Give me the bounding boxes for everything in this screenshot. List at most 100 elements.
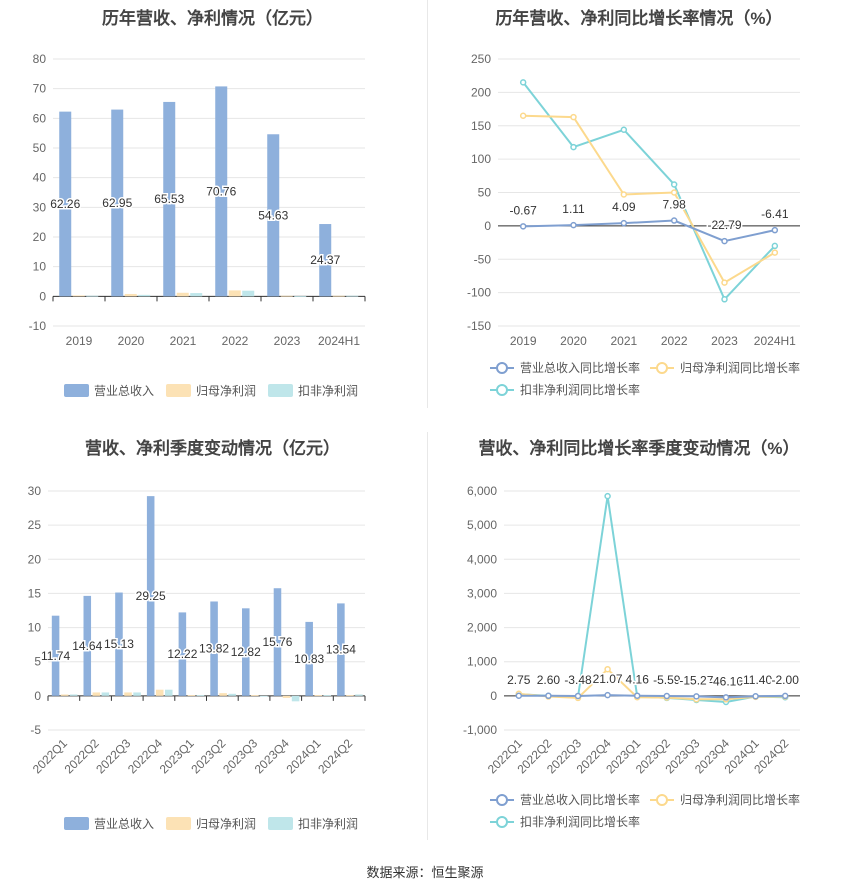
divider-top (427, 0, 428, 408)
data-point (519, 112, 527, 119)
legend-marker (496, 362, 508, 374)
annual-growth-panel: 历年营收、净利同比增长率情况（%） -150 -100 -50 0 50 100 150 20… (428, 0, 850, 420)
bar (282, 695, 291, 698)
bar (60, 694, 69, 696)
data-label: 4.09 (612, 200, 636, 214)
y-tick-label: 30 (33, 200, 47, 214)
data-label: 21.07 (593, 672, 623, 686)
y-tick-label: 15 (28, 586, 42, 600)
bar (124, 293, 137, 297)
data-point (721, 237, 728, 245)
y-tick-label: 2,000 (467, 621, 497, 635)
bar (92, 692, 101, 696)
data-label: -46.16 (709, 674, 743, 688)
bar (111, 109, 124, 297)
data-point (670, 217, 678, 224)
bar (355, 694, 363, 696)
data-point (604, 665, 611, 673)
bar (332, 295, 345, 297)
y-tick-label: 20 (33, 230, 47, 244)
data-point (663, 692, 671, 700)
data-label: 24.37 (310, 253, 340, 267)
data-point (721, 296, 728, 303)
bar (242, 608, 250, 696)
legend-marker (496, 816, 508, 828)
data-label: 11.74 (41, 649, 70, 663)
data-point (545, 692, 552, 700)
data-label: 62.95 (102, 196, 132, 210)
bar (83, 595, 92, 696)
y-tick-label: 4,000 (467, 552, 497, 566)
legend-label: 扣非净利润 (298, 384, 358, 398)
x-tick-label: 2023 (711, 334, 738, 348)
legend-label: 扣非净利润同比增长率 (520, 382, 640, 397)
legend-label: 归母净利润同比增长率 (680, 360, 800, 375)
bar (210, 601, 218, 696)
bar (260, 695, 268, 697)
data-point (604, 492, 611, 500)
data-label: -6.41 (761, 207, 789, 221)
x-tick-label: 2022 (222, 334, 249, 348)
y-tick-label: -10 (29, 319, 47, 333)
bar (164, 689, 173, 696)
bar (72, 295, 85, 297)
x-tick-label: 2021 (170, 334, 197, 348)
x-tick-label: 2020 (118, 334, 145, 348)
series-line (522, 81, 776, 302)
quarterly-bar-chart: -50510152025302022Q12022Q22022Q32022Q420… (28, 484, 366, 831)
quarterly-bar-panel: 营收、净利季度变动情况（亿元） -5 0 5 10 15 20 25 30 2022Q1 2022… (0, 425, 425, 850)
data-point (670, 181, 678, 188)
data-label: 2.75 (507, 673, 531, 687)
quarterly-growth-panel: 营收、净利同比增长率季度变动情况（%） -1,000 0 1,000 2,000 3,0… (428, 425, 850, 850)
bar (251, 695, 259, 696)
series-line (518, 667, 786, 701)
y-tick-label: 10 (28, 621, 42, 635)
y-tick-label: 50 (33, 141, 47, 155)
data-point (515, 692, 523, 700)
bar (219, 693, 227, 696)
series-line (523, 219, 776, 243)
data-label: -3.48 (564, 673, 592, 687)
bar (133, 692, 141, 696)
legend-label: 营业总收入 (94, 384, 154, 398)
data-label: 15.76 (262, 635, 292, 649)
legend-swatch (64, 817, 89, 830)
bar (305, 621, 313, 696)
bar (294, 296, 307, 297)
x-tick-label: 2020 (560, 334, 587, 348)
bar (242, 290, 255, 297)
chart-title: 营收、净利同比增长率季度变动情况（%） (478, 439, 800, 458)
data-point (570, 143, 577, 151)
y-tick-label: 200 (471, 85, 491, 99)
x-tick-label: 2023 (274, 334, 301, 348)
data-label: -22.79 (707, 218, 741, 232)
data-label: 12.82 (231, 645, 261, 659)
bar (86, 295, 99, 297)
bar (101, 692, 110, 696)
chart-title: 营收、净利季度变动情况（亿元） (85, 439, 340, 458)
data-label: 1.11 (562, 202, 585, 216)
y-tick-label: -5 (30, 723, 41, 737)
bar (69, 694, 78, 696)
bar (346, 695, 354, 696)
y-tick-label: 25 (28, 518, 42, 532)
bar (215, 86, 228, 297)
data-point (633, 692, 641, 699)
data-label: 70.76 (206, 184, 236, 198)
legend-swatch (268, 817, 293, 830)
legend-label: 营业总收入 (94, 817, 154, 831)
data-point (570, 113, 577, 121)
legend-marker (656, 794, 668, 806)
data-label: 14.64 (72, 639, 102, 653)
quarterly-growth-chart: -1,00001,0002,0003,0004,0005,0006,000202… (463, 484, 801, 829)
y-tick-label: 5 (34, 655, 41, 669)
y-tick-label: 0 (484, 219, 491, 233)
legend-label: 归母净利润 (196, 817, 256, 831)
data-point (722, 694, 730, 701)
data-point (670, 189, 678, 196)
data-point (570, 221, 577, 229)
y-tick-label: 3,000 (467, 586, 497, 600)
bar (337, 603, 345, 696)
data-label: 29.25 (136, 589, 166, 603)
bar (59, 111, 72, 297)
